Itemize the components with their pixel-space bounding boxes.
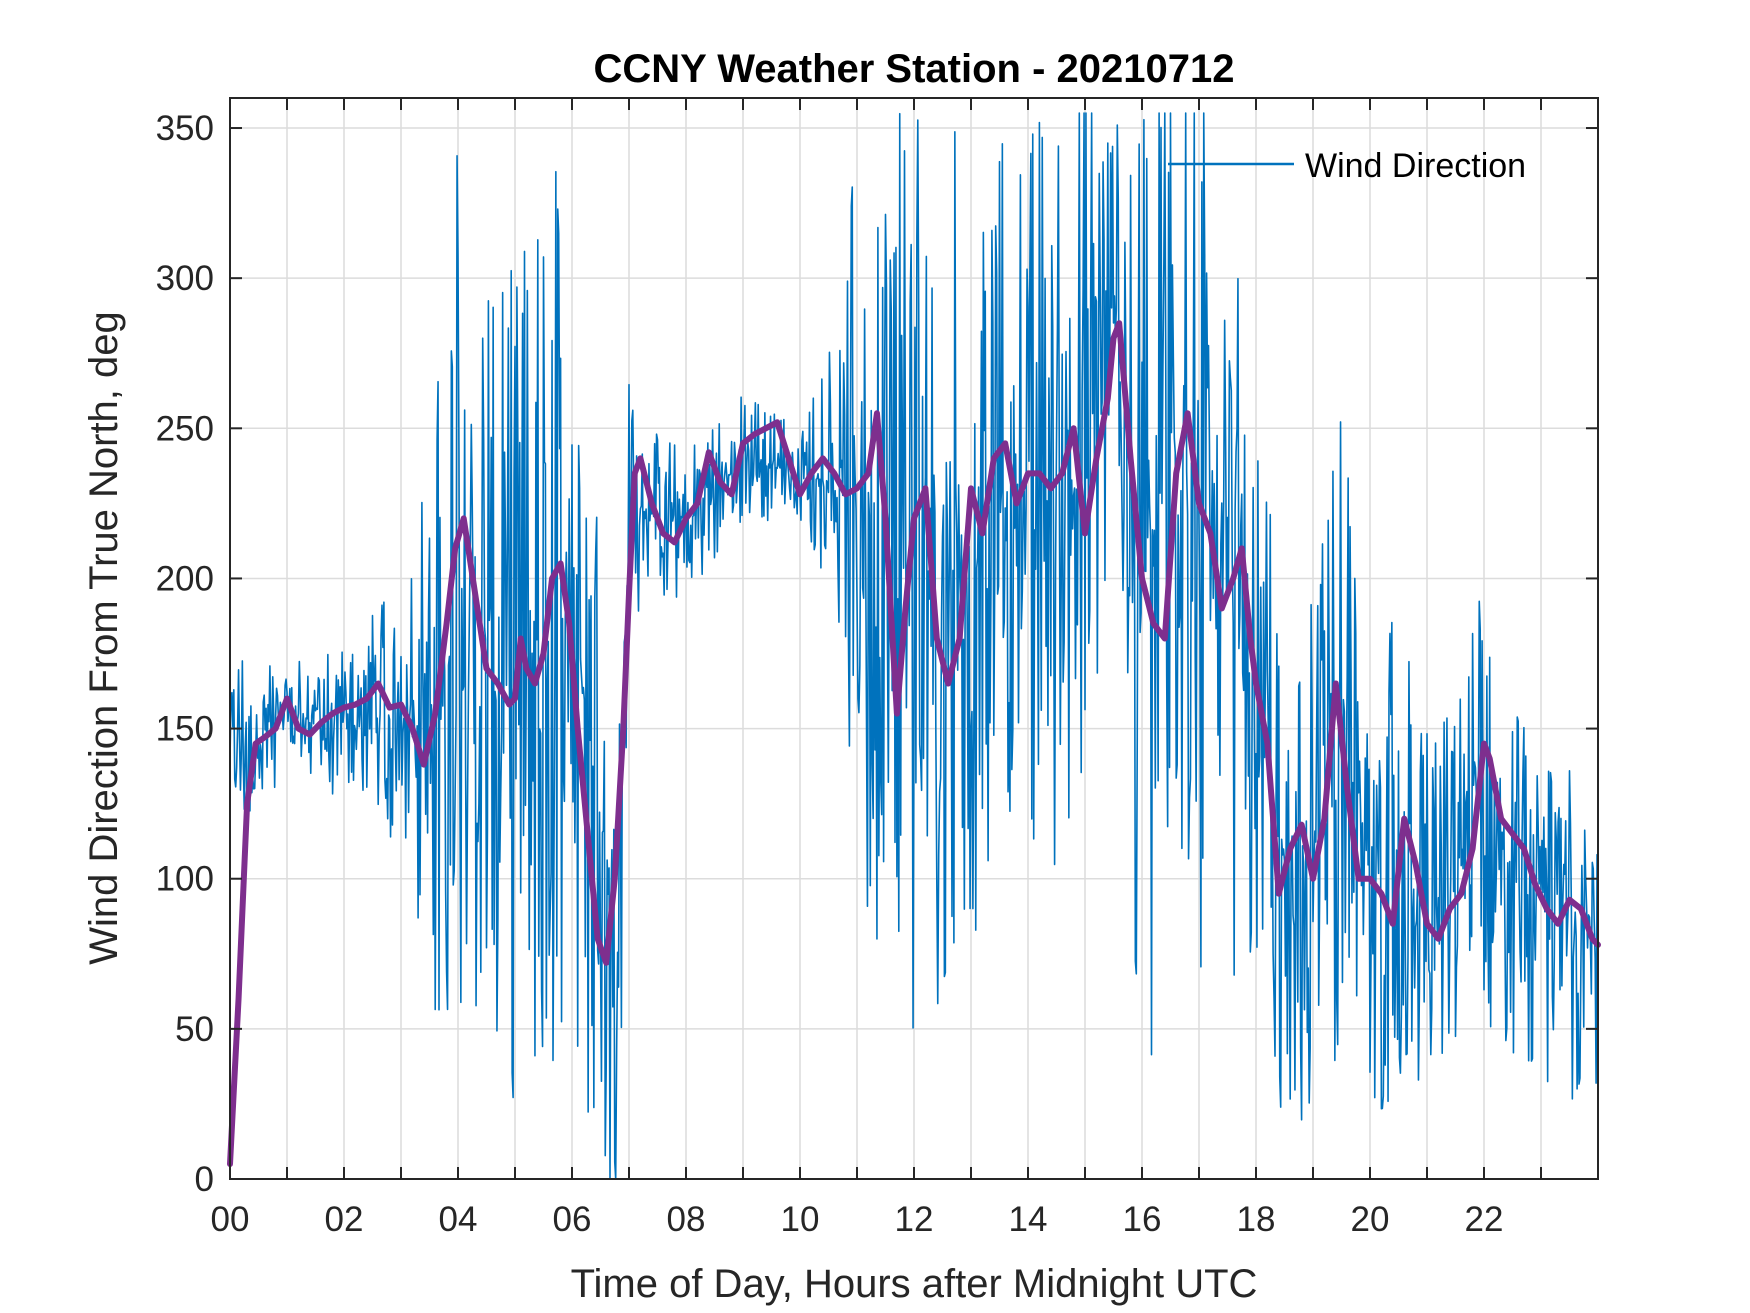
y-tick-label: 250 bbox=[156, 409, 214, 448]
wind-direction-line bbox=[229, 112, 1599, 1180]
x-tick-label: 04 bbox=[439, 1200, 478, 1239]
x-tick-label: 06 bbox=[553, 1200, 592, 1239]
y-tick-label: 350 bbox=[156, 109, 214, 148]
x-tick-label: 10 bbox=[781, 1200, 820, 1239]
axes bbox=[229, 97, 1599, 1180]
y-axis-label: Wind Direction From True North, deg bbox=[82, 311, 126, 965]
tick-labels: 00 02 04 06 08 10 12 14 16 18 20 22 0 50 100 150 200 250 3… bbox=[156, 109, 1504, 1239]
y-tick-label: 100 bbox=[156, 860, 214, 899]
y-tick-label: 0 bbox=[195, 1160, 214, 1199]
x-tick-label: 08 bbox=[667, 1200, 706, 1239]
legend: Wind Direction bbox=[1168, 147, 1526, 185]
x-tick-label: 20 bbox=[1351, 1200, 1390, 1239]
y-tick-label: 200 bbox=[156, 559, 214, 598]
y-tick-label: 300 bbox=[156, 259, 214, 298]
x-axis-label: Time of Day, Hours after Midnight UTC bbox=[571, 1262, 1258, 1306]
chart-title: CCNY Weather Station - 20210712 bbox=[594, 47, 1235, 91]
x-tick-label: 18 bbox=[1237, 1200, 1276, 1239]
x-tick-label: 14 bbox=[1009, 1200, 1048, 1239]
legend-entry-wind-direction: Wind Direction bbox=[1305, 147, 1526, 185]
x-tick-label: 00 bbox=[211, 1200, 250, 1239]
smoothed-line bbox=[227, 320, 1601, 1167]
wind-direction-raw-series bbox=[229, 112, 1599, 1180]
wind-direction-smoothed-series bbox=[227, 320, 1601, 1167]
x-tick-label: 12 bbox=[895, 1200, 934, 1239]
y-tick-label: 150 bbox=[156, 710, 214, 749]
y-tick-label: 50 bbox=[175, 1010, 214, 1049]
x-tick-label: 16 bbox=[1123, 1200, 1162, 1239]
x-tick-label: 02 bbox=[325, 1200, 364, 1239]
x-tick-label: 22 bbox=[1465, 1200, 1504, 1239]
